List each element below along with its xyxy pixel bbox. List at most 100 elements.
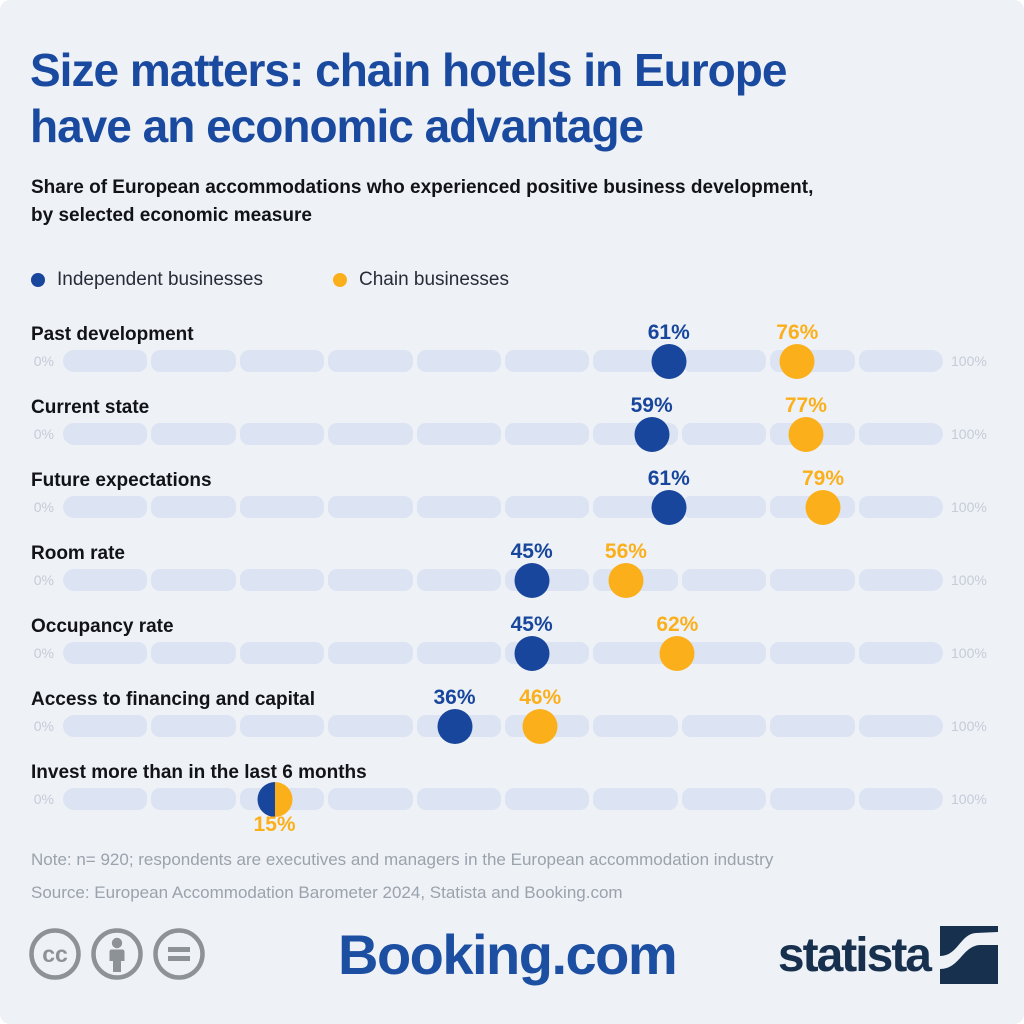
track-segment	[239, 496, 325, 518]
axis-max-label: 100%	[951, 499, 987, 515]
track-segment	[239, 642, 325, 664]
axis-min-label: 0%	[33, 645, 54, 661]
track-segment	[151, 788, 236, 810]
axis-min-label: 0%	[33, 426, 54, 442]
independent-value-label: 45%	[510, 613, 553, 636]
track-segment	[681, 715, 767, 737]
track-segment	[151, 350, 236, 372]
category-label: Current state	[31, 397, 150, 418]
chart-rows: Past development 61% 76% 0% 100% Current…	[0, 321, 1024, 860]
independent-value-label: 59%	[630, 394, 673, 417]
track-segment	[858, 715, 944, 737]
track-segment	[239, 350, 325, 372]
bar-track	[63, 715, 944, 737]
track-segment	[328, 788, 413, 810]
track-segment	[239, 569, 325, 591]
track-segment	[151, 569, 236, 591]
independent-dot	[514, 563, 550, 598]
track-segment	[63, 642, 148, 664]
legend-item-chain: Chain businesses	[333, 269, 509, 291]
track-segment	[416, 642, 502, 664]
chart-row: Past development 61% 76% 0% 100%	[0, 321, 1024, 397]
axis-max-label: 100%	[951, 791, 987, 807]
track-segment	[151, 423, 236, 445]
chain-legend-dot-icon	[333, 273, 347, 287]
track-segment	[416, 350, 502, 372]
axis-min-label: 0%	[33, 718, 54, 734]
source-text: Source: European Accommodation Barometer…	[31, 883, 623, 902]
track-segment	[151, 642, 236, 664]
no-derivatives-icon	[153, 928, 205, 980]
track-segment	[63, 423, 148, 445]
bar-track	[63, 788, 944, 810]
statista-wordmark: statista	[777, 928, 932, 982]
track-segment	[681, 642, 767, 664]
cc-icon: cc	[29, 928, 81, 980]
track-segment	[416, 788, 502, 810]
track-segment	[681, 496, 767, 518]
independent-value-label: 61%	[647, 321, 690, 344]
chart-row: Access to financing and capital 36% 46% …	[0, 686, 1024, 762]
chain-dot	[522, 709, 558, 744]
track-segment	[239, 715, 325, 737]
chain-dot	[788, 417, 824, 452]
track-segment	[239, 423, 325, 445]
category-label: Access to financing and capital	[31, 689, 316, 710]
statista-logo: statista	[778, 926, 998, 984]
track-segment	[63, 715, 148, 737]
chart-row: Room rate 45% 56% 0% 100%	[0, 540, 1024, 616]
axis-min-label: 0%	[33, 353, 54, 369]
attribution-icon	[91, 928, 143, 980]
track-segment	[858, 788, 944, 810]
track-segment	[858, 496, 944, 518]
chart-row: Invest more than in the last 6 months 0%…	[0, 762, 1024, 860]
axis-min-label: 0%	[33, 499, 54, 515]
combined-value-label: 15%	[253, 813, 296, 836]
title-line-2: have an economic advantage	[30, 100, 644, 152]
statista-mark-icon	[940, 926, 998, 984]
track-segment	[505, 496, 590, 518]
track-segment	[505, 350, 590, 372]
axis-min-label: 0%	[33, 791, 54, 807]
track-segment	[593, 715, 678, 737]
track-segment	[770, 715, 855, 737]
cc-glyph: cc	[42, 941, 68, 967]
track-segment	[151, 715, 236, 737]
creative-commons-license: cc	[28, 927, 206, 981]
track-segment	[63, 496, 148, 518]
track-segment	[681, 788, 767, 810]
track-segment	[858, 350, 944, 372]
category-label: Invest more than in the last 6 months	[31, 762, 367, 783]
chain-value-label: 62%	[656, 613, 699, 636]
chain-value-label: 77%	[784, 394, 827, 417]
independent-legend-dot-icon	[31, 273, 45, 287]
legend-item-independent: Independent businesses	[31, 269, 263, 291]
subtitle-line-1: Share of European accommodations who exp…	[31, 177, 814, 198]
independent-dot	[514, 636, 550, 671]
title-line-1: Size matters: chain hotels in Europe	[30, 44, 787, 96]
track-segment	[63, 788, 148, 810]
category-label: Room rate	[31, 543, 125, 564]
chart-row: Future expectations 61% 79% 0% 100%	[0, 467, 1024, 543]
subtitle-line-2: by selected economic measure	[31, 205, 312, 226]
track-segment	[328, 350, 413, 372]
independent-dot	[634, 417, 670, 452]
track-segment	[151, 496, 236, 518]
category-label: Future expectations	[31, 470, 212, 491]
chain-dot	[659, 636, 695, 671]
track-segment	[416, 569, 502, 591]
track-segment	[770, 569, 855, 591]
chart-row: Occupancy rate 45% 62% 0% 100%	[0, 613, 1024, 689]
subtitle: Share of European accommodations who exp…	[31, 174, 813, 230]
note-text: Note: n= 920; respondents are executives…	[31, 850, 774, 869]
track-segment	[593, 788, 678, 810]
track-segment	[593, 642, 678, 664]
page-title: Size matters: chain hotels in Europe hav…	[30, 42, 787, 154]
chain-value-label: 79%	[802, 467, 845, 490]
legend-label: Independent businesses	[57, 269, 263, 290]
axis-min-label: 0%	[33, 572, 54, 588]
legend: Independent businesses Chain businesses	[31, 269, 509, 291]
track-segment	[328, 642, 413, 664]
axis-max-label: 100%	[951, 353, 987, 369]
